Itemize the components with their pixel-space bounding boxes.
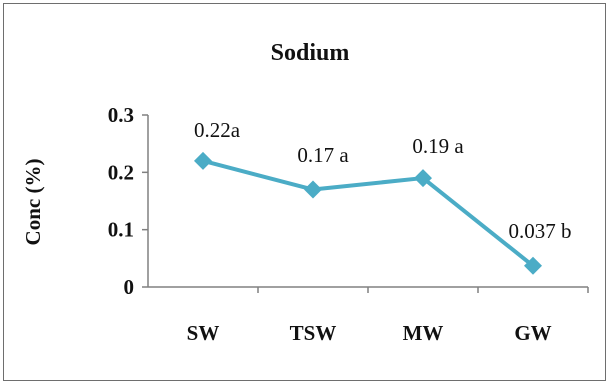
data-label: 0.17 a xyxy=(297,143,349,167)
y-tick-label: 0.2 xyxy=(108,160,134,184)
x-tick-label: MW xyxy=(403,321,444,345)
series-line xyxy=(202,158,535,268)
data-point-marker xyxy=(304,180,322,199)
data-label: 0.19 a xyxy=(412,134,464,158)
y-tick-label: 0.3 xyxy=(108,103,134,127)
x-tick-label: SW xyxy=(187,321,220,345)
y-axis-label: Conc (%) xyxy=(21,159,45,246)
chart-frame xyxy=(3,3,606,381)
x-tick-label: GW xyxy=(514,321,551,345)
y-tick-label: 0.1 xyxy=(108,218,134,242)
chart-title: Sodium xyxy=(271,40,350,66)
data-label: 0.22a xyxy=(194,118,241,142)
data-label: 0.037 b xyxy=(509,219,572,243)
y-tick-label: 0 xyxy=(124,275,135,299)
data-point-marker xyxy=(194,151,212,170)
data-point-marker xyxy=(414,169,432,188)
data-point-marker xyxy=(524,256,542,275)
x-tick-label: TSW xyxy=(290,321,337,345)
